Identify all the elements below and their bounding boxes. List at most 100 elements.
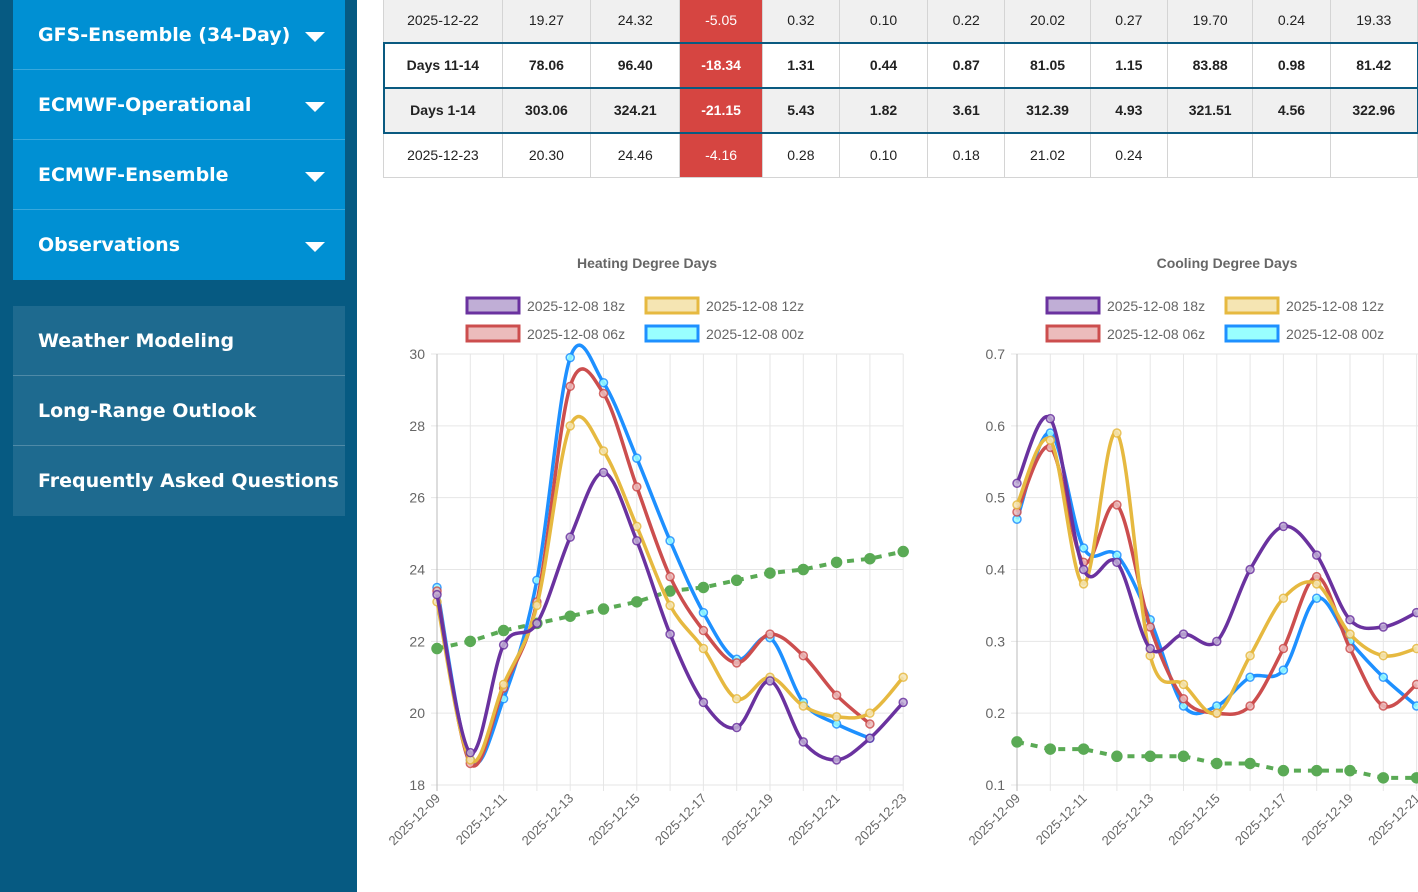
data-point	[1212, 636, 1222, 647]
menu-item-ecmwf-operational[interactable]: ECMWF-Operational	[13, 70, 345, 140]
legend-label: 2025-12-08 12z	[706, 298, 804, 314]
table-cell	[1329, 132, 1418, 178]
row-label-cell: Days 1-14	[383, 87, 503, 133]
legend-swatch	[1224, 324, 1280, 343]
x-tick-label: 2025-12-15	[585, 791, 643, 849]
data-point	[1278, 643, 1289, 654]
series-2025-12-08-12z	[1012, 428, 1418, 718]
y-tick-label: 26	[409, 490, 425, 506]
link-weather-modeling[interactable]: Weather Modeling	[13, 306, 345, 376]
y-tick-label: 20	[409, 705, 425, 721]
x-tick-label: 2025-12-17	[652, 791, 710, 849]
data-point	[1411, 643, 1418, 654]
series-line	[435, 470, 905, 762]
hdd-chart: Heating Degree Days 2025-12-08 18z 2025-12…	[385, 255, 909, 848]
data-point	[631, 596, 643, 608]
data-point	[1411, 607, 1418, 618]
data-point	[665, 536, 675, 546]
legend-label: 2025-12-08 06z	[1107, 326, 1205, 342]
menu-item-label: ECMWF-Ensemble	[38, 164, 229, 186]
x-tick-label: 2025-12-09	[965, 791, 1023, 849]
data-point	[1378, 701, 1389, 711]
x-tick-label: 2025-12-17	[1232, 791, 1290, 849]
data-point	[765, 676, 775, 686]
data-point	[731, 694, 742, 704]
data-point	[1177, 750, 1190, 763]
menu-item-label: Observations	[38, 234, 181, 256]
data-point	[598, 377, 609, 388]
series-normal	[1011, 736, 1418, 784]
data-point	[731, 722, 742, 733]
x-tick-label: 2025-12-13	[1099, 791, 1157, 849]
caret-down-icon[interactable]	[305, 102, 325, 112]
menu-item-observations[interactable]: Observations	[13, 210, 345, 280]
menu-item-ecmwf-ensemble[interactable]: ECMWF-Ensemble	[13, 140, 345, 210]
series-2025-12-08-12z	[432, 414, 908, 765]
menu-item-gfs-ensemble[interactable]: GFS-Ensemble (34-Day)	[13, 0, 345, 70]
table-cell: 21.02	[1004, 132, 1091, 178]
data-point	[731, 658, 742, 668]
table-cell: 1.15	[1089, 42, 1168, 88]
data-point	[1244, 757, 1256, 770]
data-point	[1012, 478, 1022, 489]
data-point	[1145, 622, 1155, 632]
data-point	[464, 635, 477, 648]
data-point	[1212, 708, 1222, 718]
link-label: Weather Modeling	[38, 330, 235, 352]
table-cell: 322.96	[1329, 87, 1418, 133]
table-cell: -21.15	[679, 87, 763, 133]
y-tick-label: 0.6	[986, 418, 1006, 434]
data-point	[1410, 772, 1418, 784]
table-cell: -5.05	[679, 0, 763, 43]
data-point	[1045, 413, 1056, 424]
data-point	[1245, 701, 1255, 711]
table-cell: 78.06	[501, 42, 592, 88]
data-point	[1345, 615, 1355, 625]
table-cell: -18.34	[679, 42, 763, 88]
chart-title: Heating Degree Days	[577, 255, 717, 271]
caret-down-icon[interactable]	[305, 32, 325, 42]
data-point	[597, 603, 610, 615]
legend-swatch	[644, 296, 700, 315]
link-long-range-outlook[interactable]: Long-Range Outlook	[13, 376, 345, 446]
data-point	[1411, 679, 1418, 690]
data-point	[632, 453, 642, 463]
summary-row: Days 11-14 78.06 96.40 -18.34 1.31 0.44 0.87 81…	[382, 41, 1418, 89]
data-point	[1077, 743, 1090, 755]
data-point	[1377, 772, 1390, 784]
data-point	[1245, 650, 1255, 661]
row-label-cell: 2025-12-22	[383, 0, 503, 43]
data-point	[432, 589, 442, 600]
data-point	[465, 747, 476, 758]
caret-down-icon[interactable]	[305, 242, 325, 252]
caret-down-icon[interactable]	[305, 172, 325, 182]
data-point	[1112, 557, 1122, 568]
data-point	[1411, 701, 1418, 711]
link-faq[interactable]: Frequently Asked Questions	[13, 446, 345, 516]
data-point	[730, 574, 743, 587]
table-cell: 0.44	[838, 42, 929, 88]
data-point	[865, 719, 875, 729]
degree-days-table: 2025-12-22 19.27 24.32 -5.05 0.32 0.10 0.22 20.…	[382, 0, 1418, 178]
legend-swatch	[465, 296, 521, 315]
data-point	[564, 610, 576, 622]
table-cell: 24.32	[590, 0, 681, 43]
data-point	[665, 571, 675, 582]
menu-item-label: ECMWF-Operational	[38, 94, 252, 116]
legend-label: 2025-12-08 18z	[527, 298, 625, 314]
data-point	[565, 381, 575, 392]
data-point	[498, 679, 509, 690]
data-point	[1078, 564, 1089, 575]
series-2025-12-08-00z	[1012, 428, 1418, 716]
series-line	[1015, 414, 1418, 654]
chart-title: Cooling Degree Days	[1157, 255, 1298, 271]
data-point	[1012, 500, 1022, 510]
legend-label: 2025-12-08 18z	[1107, 298, 1205, 314]
table-cell: 0.27	[1089, 0, 1168, 43]
y-tick-label: 0.1	[986, 777, 1006, 793]
table-cell: 0.22	[927, 0, 1006, 43]
table-cell: 20.02	[1004, 0, 1091, 43]
table-cell: 20.30	[501, 132, 592, 178]
data-point	[431, 642, 443, 655]
x-tick-label: 2025-12-19	[718, 791, 776, 849]
